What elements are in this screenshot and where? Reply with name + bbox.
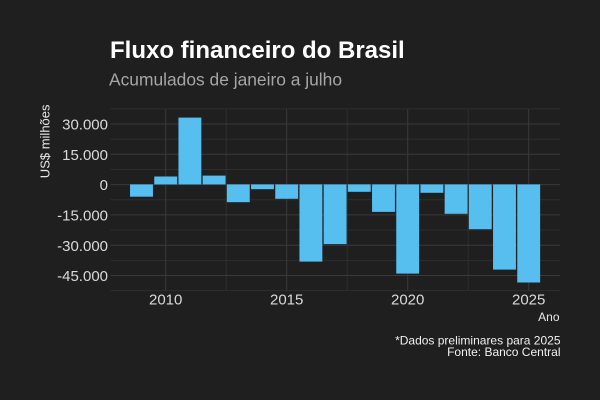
svg-text:15.000: 15.000: [62, 147, 108, 164]
svg-text:30.000: 30.000: [62, 117, 108, 134]
svg-text:2010: 2010: [149, 292, 182, 309]
svg-text:Fluxo financeiro do Brasil: Fluxo financeiro do Brasil: [110, 37, 405, 64]
svg-text:0: 0: [100, 177, 108, 194]
svg-text:*Dados preliminares para 2025: *Dados preliminares para 2025: [395, 333, 561, 347]
svg-text:-15.000: -15.000: [57, 208, 108, 225]
svg-text:2025: 2025: [512, 292, 545, 309]
svg-text:Acumulados de janeiro a julho: Acumulados de janeiro a julho: [109, 70, 342, 90]
svg-text:Fonte: Banco Central: Fonte: Banco Central: [447, 345, 560, 359]
svg-text:2015: 2015: [270, 292, 303, 309]
svg-text:2020: 2020: [391, 292, 424, 309]
svg-text:Ano: Ano: [538, 310, 560, 324]
svg-text:-30.000: -30.000: [57, 238, 108, 255]
svg-text:-45.000: -45.000: [57, 268, 108, 285]
svg-text:US$ milhões: US$ milhões: [37, 104, 52, 178]
